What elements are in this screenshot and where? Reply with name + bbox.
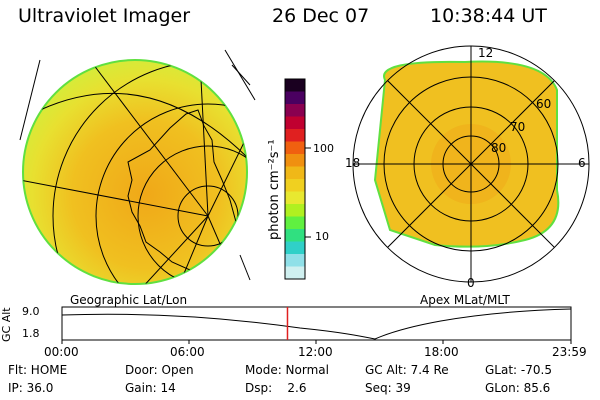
latitude-circle [137, 145, 247, 284]
info-gc-alt: GC Alt: 7.4 Re [365, 363, 449, 377]
altitude-plot-frame [61, 306, 572, 341]
meridian-line [89, 60, 209, 217]
x-tick-label: 00:00 [44, 345, 79, 359]
altitude-plot [61, 306, 572, 344]
meridian-line [207, 119, 247, 217]
info-ip: IP: 36.0 [8, 381, 54, 395]
colorbar-segment [285, 154, 305, 167]
info-door: Door: Open [125, 363, 194, 377]
colorbar-segment [285, 79, 305, 92]
colorbar-segment [285, 254, 305, 267]
instrument-title: Ultraviolet Imager [18, 5, 191, 27]
latitude-circle [95, 103, 247, 284]
colorbar-segment [285, 116, 305, 130]
aurora-image-disc [22, 59, 248, 285]
info-gain: Gain: 14 [125, 381, 176, 395]
altitude-curve [61, 308, 572, 340]
info-seq: Seq: 39 [365, 381, 411, 395]
outer-gridline [19, 59, 41, 141]
x-tick-label: 12:00 [298, 345, 333, 359]
colorbar-segment [285, 129, 305, 142]
colorbar-segment [285, 179, 305, 192]
colorbar-tick-10: 10 [315, 230, 329, 243]
x-tick-label: 18:00 [424, 345, 459, 359]
altitude-tick-high: 9.0 [22, 305, 40, 318]
magnetic-caption: Apex MLat/MLT [420, 293, 510, 307]
geographic-map [19, 49, 256, 285]
colorbar-segment [285, 91, 305, 105]
mlat-label-80: 80 [491, 141, 507, 155]
outer-gridline [224, 49, 256, 101]
colorbar-segment [285, 204, 305, 217]
colorbar-segment [285, 266, 305, 280]
colorbar [284, 78, 311, 280]
altitude-tick-low: 1.8 [22, 327, 40, 340]
mlt-label-12: 12 [478, 46, 494, 60]
outer-gridline [239, 254, 251, 281]
magnetic-map [352, 45, 590, 283]
mlat-label-70: 70 [510, 120, 526, 134]
colorbar-segment [285, 104, 305, 117]
mlt-label-18: 18 [345, 156, 361, 170]
colorbar-unit-label: photon cm⁻²s⁻¹ [267, 139, 282, 240]
info-glon: GLon: 85.6 [485, 381, 551, 395]
meridian-line [39, 92, 247, 161]
info-mode: Mode: Normal [245, 363, 329, 377]
geographic-caption: Geographic Lat/Lon [70, 293, 188, 307]
meridian-line [23, 179, 209, 217]
mlt-label-0: 0 [467, 276, 475, 290]
meridian-line [199, 60, 209, 217]
colorbar-tick-100: 100 [313, 142, 334, 155]
x-tick-label: 23:59 [552, 345, 587, 359]
info-dsp: Dsp: 2.6 [245, 381, 307, 395]
colorbar-segment [285, 141, 305, 155]
info-flight: Flt: HOME [8, 363, 68, 377]
colorbar-segment [285, 241, 305, 255]
mlat-label-60: 60 [536, 97, 552, 111]
colorbar-segment [285, 191, 305, 205]
colorbar-segment [285, 229, 305, 242]
colorbar-segment [285, 166, 305, 180]
date-label: 26 Dec 07 [272, 5, 370, 27]
colorbar-segment [285, 216, 305, 230]
meridian-line [139, 215, 209, 284]
outer-gridline [231, 64, 251, 86]
x-tick-label: 06:00 [170, 345, 205, 359]
time-label: 10:38:44 UT [430, 5, 547, 27]
colorbar-frame [284, 78, 306, 280]
mlt-label-6: 6 [578, 156, 586, 170]
info-glat: GLat: -70.5 [485, 363, 552, 377]
